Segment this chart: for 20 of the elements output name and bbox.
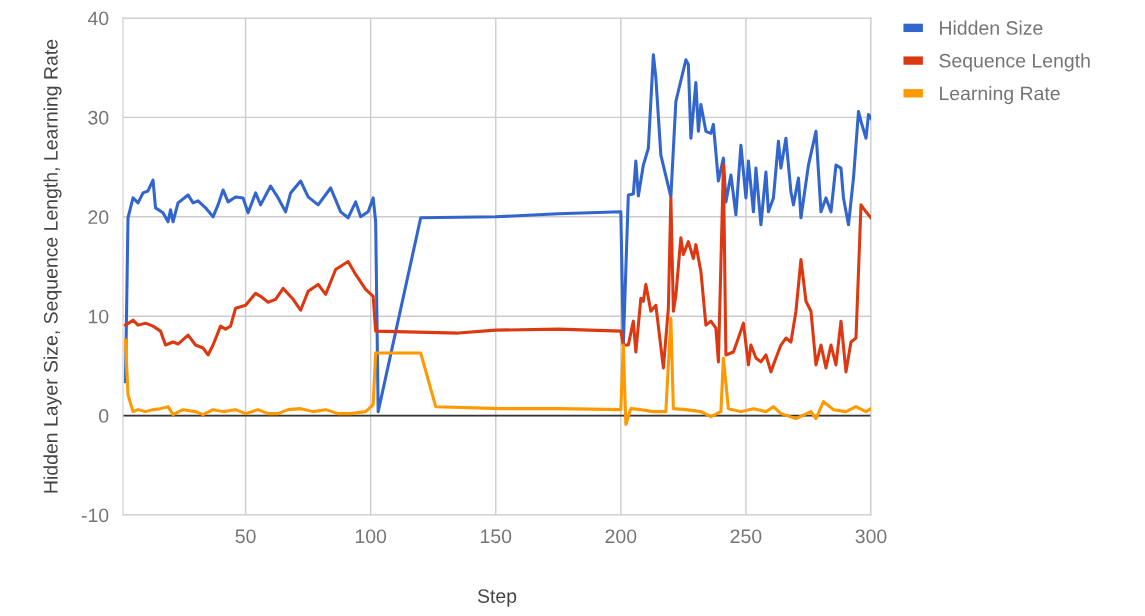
y-tick-label: -10 xyxy=(81,508,109,523)
line-series xyxy=(123,53,871,414)
x-tick-label: 250 xyxy=(730,529,762,544)
x-tick-label: 50 xyxy=(235,529,256,544)
legend-label: Sequence Length xyxy=(939,53,1090,72)
y-axis-title: Hidden Layer Size, Sequence Length, Learning Rate xyxy=(43,39,62,493)
legend-label: Learning Rate xyxy=(940,86,1060,105)
legend-label: Hidden Size xyxy=(940,20,1043,35)
x-tick-label: 150 xyxy=(481,529,512,544)
y-tick-label: 10 xyxy=(88,309,109,324)
x-tick-label: 300 xyxy=(855,529,887,544)
y-tick-label: 30 xyxy=(88,110,109,125)
x-axis-title: Step xyxy=(477,589,517,607)
y-tick-label: 0 xyxy=(99,409,109,423)
x-tick-label: 200 xyxy=(605,529,637,544)
y-tick-label: 40 xyxy=(87,11,109,26)
line-series xyxy=(123,316,871,427)
line-series xyxy=(123,163,871,374)
y-tick-label: 20 xyxy=(88,210,109,225)
x-tick-label: 100 xyxy=(355,529,387,544)
